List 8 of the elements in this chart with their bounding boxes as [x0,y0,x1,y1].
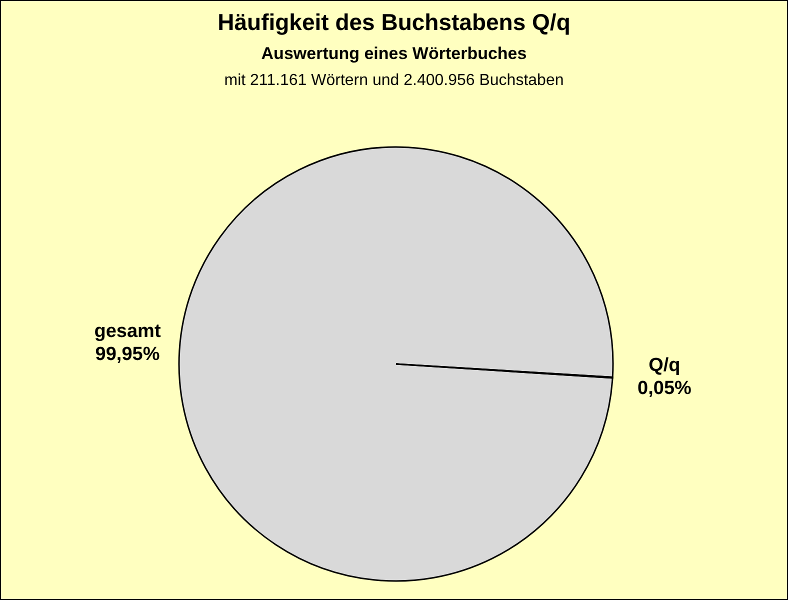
chart-subtitle: Auswertung eines Wörterbuches [260,44,528,64]
data-label: 0,05% [638,378,692,399]
slice-label: Q/q [648,354,680,376]
pie-slice [178,146,614,582]
chart-title: Häufigkeit des Buchstabens Q/q [216,9,572,36]
text: mit 211.161 Wörtern und 2.400.956 Buchstaben [223,72,565,90]
slice-label: gesamt [94,321,162,342]
data-label: 99,95% [95,344,160,366]
